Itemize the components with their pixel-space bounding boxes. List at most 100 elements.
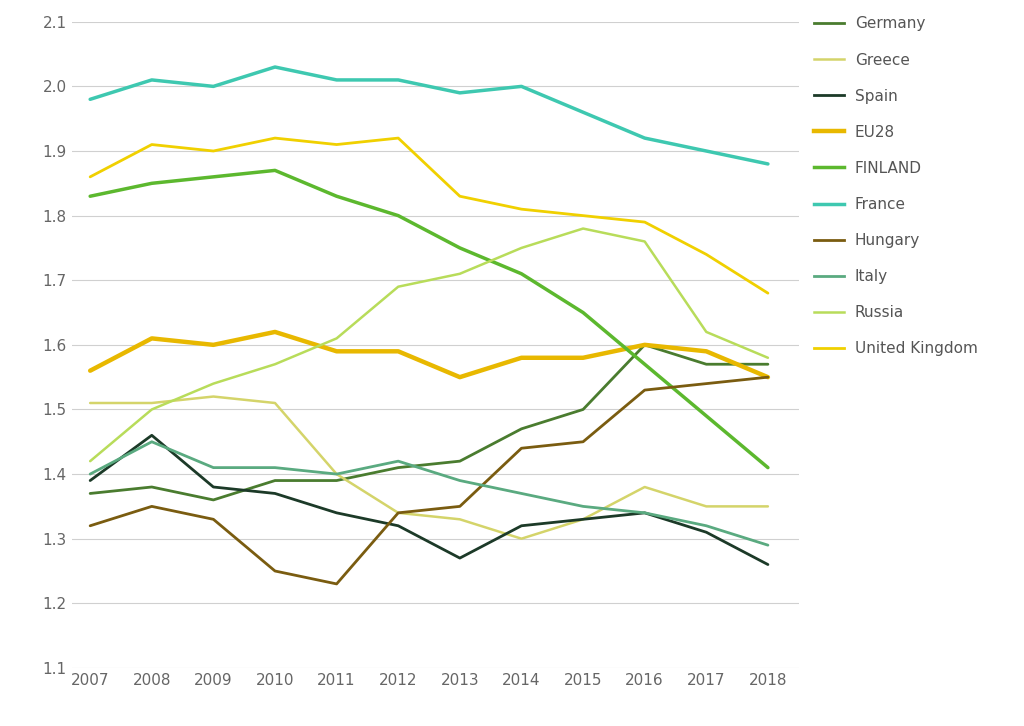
Greece [207,392,219,401]
United Kingdom [515,205,527,213]
FINLAND [392,211,404,220]
Spain [639,508,651,517]
United Kingdom [392,134,404,142]
Russia [515,244,527,253]
Greece [84,399,96,407]
Hungary [639,386,651,394]
Russia [762,354,774,362]
FINLAND [331,192,343,200]
EU28 [515,354,527,362]
Germany [700,360,713,369]
Hungary [392,508,404,517]
Spain [454,554,466,563]
France [700,147,713,155]
Hungary [207,515,219,523]
Germany [762,360,774,369]
Greece [454,515,466,523]
EU28 [762,373,774,382]
Spain [577,515,589,523]
Line: EU28: EU28 [90,332,768,378]
Germany [454,457,466,465]
Italy [207,463,219,472]
FINLAND [269,166,282,175]
Line: United Kingdom: United Kingdom [90,138,768,293]
France [145,76,158,84]
Russia [207,379,219,388]
Spain [331,508,343,517]
Greece [577,515,589,523]
FINLAND [577,309,589,317]
United Kingdom [84,173,96,182]
Russia [639,237,651,246]
Line: Spain: Spain [90,436,768,565]
France [84,95,96,104]
Italy [762,541,774,550]
Germany [515,425,527,433]
France [577,108,589,117]
Spain [392,521,404,530]
Line: Greece: Greece [90,396,768,539]
Hungary [84,521,96,530]
France [269,62,282,71]
Germany [145,483,158,492]
EU28 [700,347,713,356]
Hungary [269,566,282,575]
Russia [269,360,282,369]
Greece [392,508,404,517]
United Kingdom [762,289,774,298]
France [762,160,774,168]
France [639,134,651,142]
Spain [145,431,158,440]
Spain [269,489,282,498]
Line: Russia: Russia [90,229,768,461]
FINLAND [454,244,466,253]
United Kingdom [207,147,219,155]
Russia [454,269,466,278]
Hungary [577,437,589,446]
Italy [700,521,713,530]
United Kingdom [269,134,282,142]
Italy [145,437,158,446]
Germany [331,476,343,485]
Russia [84,457,96,465]
France [454,89,466,97]
Spain [700,528,713,537]
France [331,76,343,84]
EU28 [145,334,158,343]
Russia [700,327,713,336]
Hungary [331,579,343,588]
Greece [145,399,158,407]
EU28 [392,347,404,356]
Italy [84,470,96,478]
Italy [515,489,527,498]
Line: Hungary: Hungary [90,378,768,584]
Russia [331,334,343,343]
Hungary [454,502,466,511]
Legend: Germany, Greece, Spain, EU28, FINLAND, France, Hungary, Italy, Russia, United Ki: Germany, Greece, Spain, EU28, FINLAND, F… [814,17,978,356]
Hungary [700,379,713,388]
Russia [392,282,404,291]
Italy [392,457,404,465]
Greece [639,483,651,492]
Greece [762,502,774,511]
Line: Italy: Italy [90,441,768,545]
Greece [331,470,343,478]
Spain [762,560,774,569]
EU28 [639,340,651,349]
Greece [269,399,282,407]
Germany [84,489,96,498]
Hungary [145,502,158,511]
EU28 [454,373,466,382]
Italy [639,508,651,517]
Russia [145,405,158,414]
Germany [269,476,282,485]
United Kingdom [454,192,466,200]
Spain [207,483,219,492]
FINLAND [207,173,219,182]
EU28 [84,367,96,375]
FINLAND [84,192,96,200]
France [207,82,219,91]
FINLAND [700,412,713,420]
United Kingdom [577,211,589,220]
France [392,76,404,84]
